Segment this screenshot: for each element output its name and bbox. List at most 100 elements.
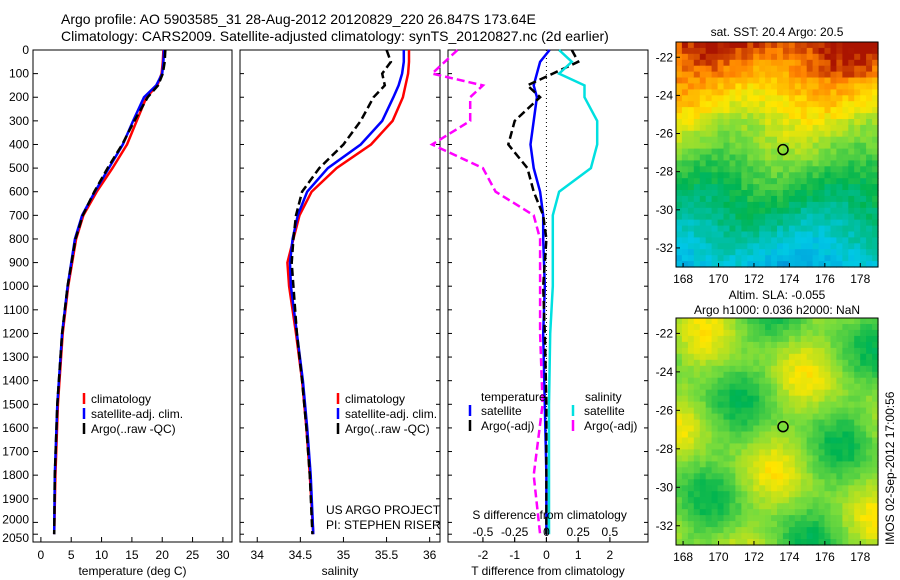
map-cell (759, 527, 766, 534)
map-cell (842, 124, 849, 132)
map-cell (866, 154, 873, 161)
map-cell (741, 113, 748, 120)
map-cell (741, 101, 748, 108)
map-cell (717, 509, 725, 516)
map-cell (824, 107, 831, 114)
map-cell (699, 237, 707, 244)
map-cell (860, 389, 867, 397)
map-cell (735, 389, 742, 397)
map-cell (723, 243, 730, 250)
map-cell (729, 65, 736, 73)
map-cell (729, 249, 736, 256)
map-cell (866, 237, 873, 244)
map-cell (830, 389, 837, 397)
map-cell (687, 47, 695, 55)
map-cell (741, 207, 748, 215)
map-cell (806, 195, 814, 203)
map-cell (681, 172, 689, 179)
map-cell (848, 467, 855, 474)
map-cell (753, 335, 760, 343)
map-cell (687, 401, 695, 409)
map-cell (830, 166, 837, 173)
map-cell (782, 207, 790, 215)
map-cell (777, 160, 784, 167)
map-cell (812, 172, 820, 179)
y-tick-label: 1700 (2, 445, 29, 459)
map-cell (753, 237, 760, 244)
map-cell (842, 533, 849, 540)
map-cell (717, 237, 725, 244)
map-cell (866, 527, 873, 534)
map-cell (693, 527, 701, 534)
map-cell (711, 449, 719, 456)
map-cell (741, 383, 748, 391)
map-cell (777, 237, 784, 244)
map-cell (842, 148, 849, 156)
map-cell (777, 467, 784, 474)
map-cell (777, 479, 784, 486)
map-cell (705, 371, 713, 379)
map-cell (771, 395, 778, 403)
map-cell (681, 413, 689, 421)
map-cell (693, 184, 701, 191)
map-cell (788, 335, 796, 343)
map-cell (836, 497, 843, 504)
map-cell (747, 407, 754, 415)
map-cell (711, 389, 719, 397)
map-cell (836, 389, 843, 397)
map-cell (723, 184, 730, 191)
map-cell (788, 419, 796, 427)
map-cell (717, 148, 725, 156)
map-cell (711, 53, 719, 61)
map-cell (800, 497, 808, 504)
map-cell (800, 42, 808, 49)
map-cell (848, 184, 855, 191)
map-cell (830, 42, 837, 49)
map-cell (782, 329, 790, 337)
map-cell (788, 142, 796, 150)
map-cell (693, 160, 701, 167)
imos-stamp: IMOS 02-Sep-2012 17:00:56 (883, 391, 897, 545)
map-cell (741, 124, 748, 132)
map-cell (759, 324, 766, 331)
map-cell (747, 425, 754, 433)
map-cell (872, 497, 879, 504)
map-cell (866, 166, 873, 173)
map-cell (747, 178, 754, 185)
map-cell (753, 449, 760, 456)
map-cell (812, 407, 820, 415)
map-cell (729, 318, 736, 325)
map-cell (866, 142, 873, 150)
map-cell (759, 365, 766, 373)
map-cell (741, 237, 748, 244)
map-cell (818, 419, 826, 427)
map-cell (872, 154, 879, 161)
map-y-tick-label: -22 (656, 50, 674, 64)
map-cell (854, 65, 861, 73)
map-cell (782, 503, 790, 510)
map-cell (753, 395, 760, 403)
map-cell (735, 395, 742, 403)
map-cell (693, 431, 701, 439)
map-cell (723, 335, 730, 343)
map-cell (735, 467, 742, 474)
map-cell (830, 178, 837, 185)
map-cell (806, 527, 814, 534)
map-cell (711, 47, 719, 55)
map-cell (812, 509, 820, 516)
map-cell (759, 225, 766, 233)
map-cell (800, 160, 808, 167)
map-cell (711, 71, 719, 79)
map-cell (729, 365, 736, 373)
map-cell (854, 201, 861, 209)
map-cell (812, 527, 820, 534)
map-cell (771, 473, 778, 480)
map-cell (836, 407, 843, 415)
map-cell (800, 83, 808, 90)
map-cell (818, 527, 826, 534)
map-cell (794, 237, 802, 244)
map-cell (771, 324, 778, 331)
map-cell (753, 207, 760, 215)
map-cell (693, 59, 701, 67)
map-cell (836, 101, 843, 108)
